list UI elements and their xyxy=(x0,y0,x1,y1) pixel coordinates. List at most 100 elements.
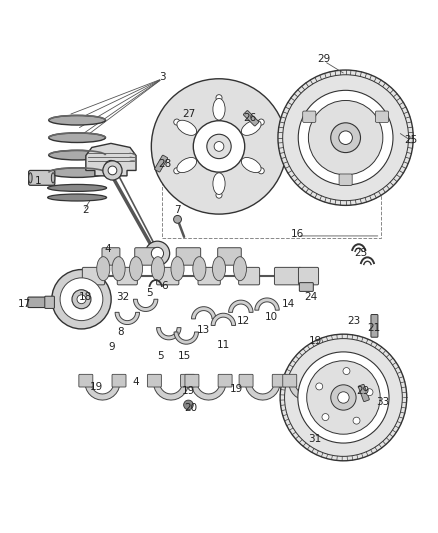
Circle shape xyxy=(151,247,163,260)
FancyBboxPatch shape xyxy=(180,374,194,387)
Polygon shape xyxy=(153,383,188,400)
Text: 9: 9 xyxy=(109,342,115,352)
FancyBboxPatch shape xyxy=(272,374,286,387)
Ellipse shape xyxy=(241,157,261,173)
Circle shape xyxy=(207,134,231,159)
FancyBboxPatch shape xyxy=(239,374,253,387)
Polygon shape xyxy=(156,328,181,340)
Circle shape xyxy=(331,123,360,152)
Polygon shape xyxy=(174,332,198,344)
FancyBboxPatch shape xyxy=(316,374,330,387)
Polygon shape xyxy=(191,306,216,319)
Text: 29: 29 xyxy=(317,54,330,64)
Text: 33: 33 xyxy=(376,397,389,407)
Text: 13: 13 xyxy=(197,325,210,335)
FancyBboxPatch shape xyxy=(135,248,159,265)
FancyBboxPatch shape xyxy=(176,248,201,265)
Circle shape xyxy=(278,70,413,205)
FancyBboxPatch shape xyxy=(45,296,54,309)
Polygon shape xyxy=(115,312,140,325)
Polygon shape xyxy=(191,383,226,400)
FancyBboxPatch shape xyxy=(218,248,241,265)
FancyBboxPatch shape xyxy=(156,268,179,285)
Circle shape xyxy=(216,192,222,198)
Circle shape xyxy=(316,383,323,390)
FancyBboxPatch shape xyxy=(275,268,301,285)
Circle shape xyxy=(338,392,349,403)
Text: 21: 21 xyxy=(367,322,381,333)
Ellipse shape xyxy=(212,257,226,281)
Text: 19: 19 xyxy=(182,386,195,396)
Circle shape xyxy=(145,241,170,265)
Text: 15: 15 xyxy=(177,351,191,361)
Ellipse shape xyxy=(49,116,106,125)
Text: 3: 3 xyxy=(159,71,166,82)
FancyBboxPatch shape xyxy=(102,248,120,265)
FancyBboxPatch shape xyxy=(155,155,168,172)
Text: 14: 14 xyxy=(282,298,296,309)
Text: 23: 23 xyxy=(348,316,361,326)
Ellipse shape xyxy=(28,173,32,183)
Text: 10: 10 xyxy=(265,312,278,322)
Circle shape xyxy=(173,215,181,223)
Text: 19: 19 xyxy=(308,336,321,346)
Ellipse shape xyxy=(241,120,261,135)
Ellipse shape xyxy=(112,257,125,281)
FancyBboxPatch shape xyxy=(28,171,55,185)
Circle shape xyxy=(258,168,264,174)
Polygon shape xyxy=(245,383,280,400)
Circle shape xyxy=(339,131,353,144)
Circle shape xyxy=(331,385,356,410)
Ellipse shape xyxy=(213,173,225,195)
FancyBboxPatch shape xyxy=(375,111,389,123)
Text: 11: 11 xyxy=(217,340,230,350)
Ellipse shape xyxy=(97,257,110,281)
Circle shape xyxy=(72,290,91,309)
Circle shape xyxy=(108,166,117,175)
Circle shape xyxy=(307,361,380,434)
Polygon shape xyxy=(229,300,253,312)
FancyBboxPatch shape xyxy=(198,268,220,285)
Text: 1: 1 xyxy=(35,176,41,187)
Circle shape xyxy=(52,270,111,329)
Ellipse shape xyxy=(177,157,197,173)
Circle shape xyxy=(105,160,117,172)
Text: 8: 8 xyxy=(117,327,124,337)
Circle shape xyxy=(103,161,122,180)
Ellipse shape xyxy=(151,257,164,281)
Ellipse shape xyxy=(177,120,197,135)
FancyBboxPatch shape xyxy=(298,268,318,285)
Ellipse shape xyxy=(49,133,106,142)
Text: 27: 27 xyxy=(182,109,195,119)
FancyBboxPatch shape xyxy=(28,297,51,308)
Text: 7: 7 xyxy=(174,205,181,215)
Text: 12: 12 xyxy=(237,316,250,326)
Text: 24: 24 xyxy=(304,292,317,302)
Polygon shape xyxy=(85,383,120,400)
Circle shape xyxy=(184,400,193,410)
Circle shape xyxy=(193,120,245,172)
Ellipse shape xyxy=(171,257,184,281)
Text: 19: 19 xyxy=(230,384,243,394)
Circle shape xyxy=(60,278,103,321)
FancyBboxPatch shape xyxy=(244,110,259,126)
Circle shape xyxy=(77,295,86,304)
Circle shape xyxy=(308,101,383,175)
Text: 2: 2 xyxy=(82,205,89,215)
Text: 16: 16 xyxy=(291,229,304,239)
FancyBboxPatch shape xyxy=(112,374,126,387)
Text: 31: 31 xyxy=(308,434,321,444)
Text: 17: 17 xyxy=(18,298,32,309)
Circle shape xyxy=(366,389,373,395)
Circle shape xyxy=(174,119,180,125)
Ellipse shape xyxy=(213,99,225,120)
Ellipse shape xyxy=(49,150,106,160)
Text: 5: 5 xyxy=(157,351,163,361)
Circle shape xyxy=(216,95,222,101)
Circle shape xyxy=(343,368,350,375)
Circle shape xyxy=(353,417,360,424)
Circle shape xyxy=(174,168,180,174)
Text: 4: 4 xyxy=(104,244,111,254)
Text: 6: 6 xyxy=(161,281,168,291)
Circle shape xyxy=(214,142,224,151)
